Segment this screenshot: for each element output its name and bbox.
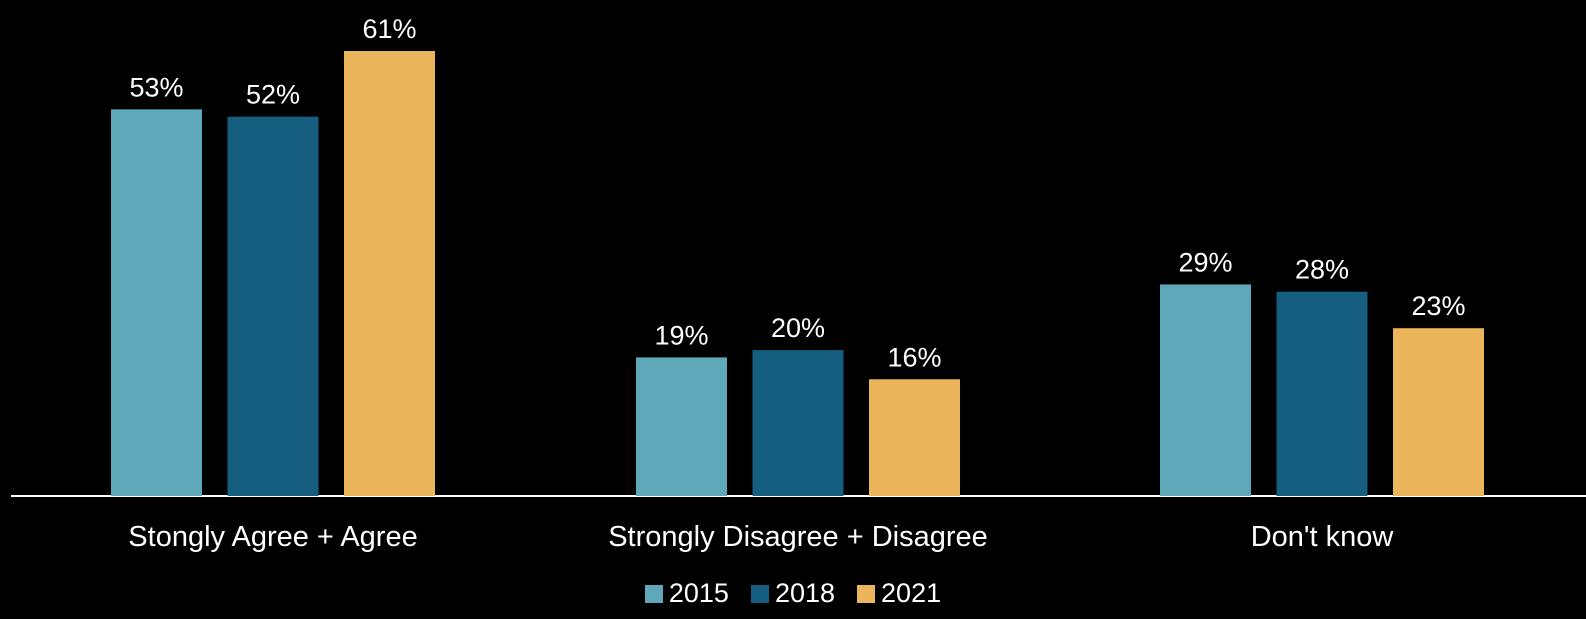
legend-label-2015: 2015 bbox=[668, 578, 729, 608]
legend-label-2018: 2018 bbox=[774, 578, 836, 608]
bar-2021-2 bbox=[869, 379, 960, 496]
bar-2015-3 bbox=[1160, 284, 1251, 496]
legend-swatch-2021 bbox=[857, 584, 876, 603]
data-label-2015-1: 53% bbox=[129, 72, 183, 102]
data-label-2021-3: 23% bbox=[1411, 291, 1465, 321]
chart-legend: 2015 2018 2021 bbox=[0, 578, 1586, 609]
bar-2021-1 bbox=[344, 51, 435, 496]
data-label-2021-1: 61% bbox=[362, 14, 416, 44]
data-label-2018-3: 28% bbox=[1295, 255, 1349, 285]
legend-swatch-2015 bbox=[644, 584, 663, 603]
legend-item-2021: 2021 bbox=[857, 578, 941, 609]
bar-2021-3 bbox=[1393, 328, 1484, 496]
bar-2018-3 bbox=[1276, 291, 1368, 496]
category-label-1: Stongly Agree + Agree bbox=[128, 521, 417, 553]
bar-2015-1 bbox=[111, 109, 202, 496]
category-label-2: Strongly Disagree + Disagree bbox=[608, 521, 988, 553]
bar-2015-2 bbox=[636, 357, 727, 496]
legend-item-2015: 2015 bbox=[644, 578, 729, 609]
data-label-2018-1: 52% bbox=[246, 80, 300, 110]
data-label-2015-3: 29% bbox=[1178, 247, 1232, 277]
legend-item-2018: 2018 bbox=[750, 578, 836, 609]
data-label-2018-2: 20% bbox=[771, 313, 825, 343]
bar-2018-1 bbox=[227, 116, 319, 497]
data-label-2021-2: 16% bbox=[887, 342, 941, 372]
category-label-3: Don't know bbox=[1251, 521, 1395, 553]
legend-swatch-2018 bbox=[750, 584, 769, 603]
bar-2018-2 bbox=[752, 350, 844, 496]
legend-label-2021: 2021 bbox=[881, 578, 942, 608]
data-label-2015-2: 19% bbox=[654, 320, 708, 350]
